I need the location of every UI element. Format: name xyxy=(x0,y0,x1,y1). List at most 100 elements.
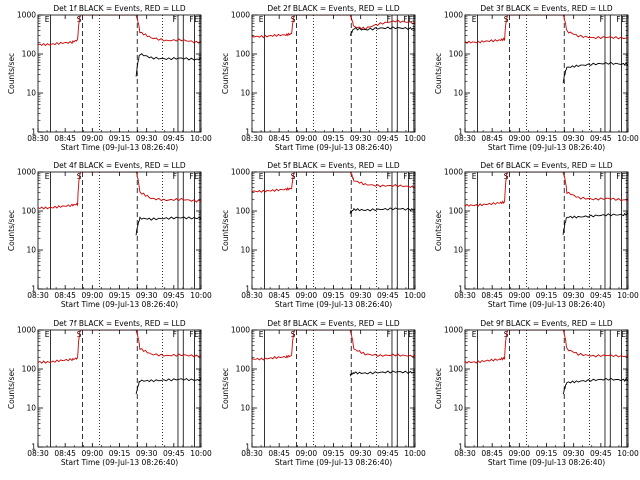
y-axis-label: Counts/sec xyxy=(7,368,16,409)
x-axis-label: Start Time (09-Jul-13 08:26:40) xyxy=(275,458,392,467)
marker-label: F xyxy=(616,15,620,24)
y-tick-label: 1 xyxy=(458,443,463,452)
x-tick-label: 09:45 xyxy=(163,134,185,143)
x-axis-label: Start Time (09-Jul-13 08:26:40) xyxy=(61,300,178,309)
marker-label: E xyxy=(472,15,477,24)
marker-label: E xyxy=(621,330,626,339)
y-axis-label: Counts/sec xyxy=(434,368,443,409)
marker-label: F xyxy=(403,330,407,339)
y-tick-label: 1000 xyxy=(17,326,36,335)
events-series-line xyxy=(349,207,415,214)
x-tick-label: 09:00 xyxy=(296,449,318,458)
marker-label: F xyxy=(173,172,177,181)
lld-series-line xyxy=(38,172,201,210)
marker-label: F xyxy=(189,15,193,24)
marker-label: E xyxy=(45,15,50,24)
events-series-line xyxy=(562,212,628,235)
plot-frame xyxy=(464,14,629,133)
events-series-line xyxy=(349,370,415,377)
x-axis-label: Start Time (09-Jul-13 08:26:40) xyxy=(275,300,392,309)
marker-label: E xyxy=(472,172,477,181)
panel-title: Det 3f BLACK = Events, RED = LLD xyxy=(480,4,613,13)
x-tick-label: 10:00 xyxy=(190,291,212,300)
x-axis-label: Start Time (09-Jul-13 08:26:40) xyxy=(488,143,605,152)
y-tick-label: 1000 xyxy=(444,168,463,177)
marker-label: E xyxy=(45,172,50,181)
x-tick-label: 08:45 xyxy=(54,134,76,143)
x-tick-label: 09:15 xyxy=(109,134,131,143)
y-tick-label: 100 xyxy=(449,50,464,59)
marker-label: E xyxy=(259,330,264,339)
y-tick-label: 1 xyxy=(245,128,250,137)
y-tick-label: 100 xyxy=(22,365,37,374)
x-tick-label: 08:30 xyxy=(27,291,49,300)
x-tick-label: 09:00 xyxy=(82,449,104,458)
x-tick-label: 09:15 xyxy=(536,449,558,458)
plot-frame xyxy=(37,14,202,133)
events-series-line xyxy=(135,377,201,395)
marker-label: E xyxy=(45,330,50,339)
marker-label: E xyxy=(408,330,413,339)
lld-series-line xyxy=(38,15,201,47)
x-tick-label: 09:30 xyxy=(563,134,585,143)
series-lines xyxy=(465,330,628,395)
x-tick-label: 08:45 xyxy=(54,449,76,458)
marker-label: F xyxy=(600,15,604,24)
y-tick-label: 1 xyxy=(31,128,36,137)
y-tick-label: 10 xyxy=(26,89,36,98)
y-tick-label: 10 xyxy=(26,404,36,413)
marker-label: F xyxy=(403,172,407,181)
marker-lines xyxy=(477,15,628,132)
plot-frame xyxy=(464,171,629,290)
series-lines xyxy=(252,330,415,377)
y-tick-label: 10 xyxy=(453,89,463,98)
y-tick-label: 1 xyxy=(31,285,36,294)
series-lines xyxy=(252,172,415,214)
x-tick-label: 09:30 xyxy=(563,291,585,300)
marker-label: E xyxy=(259,15,264,24)
events-series-line xyxy=(349,26,415,37)
y-tick-label: 10 xyxy=(240,89,250,98)
marker-label: E xyxy=(621,15,626,24)
x-tick-label: 08:30 xyxy=(454,291,476,300)
plot-frame xyxy=(464,329,629,448)
x-tick-label: 09:00 xyxy=(509,291,531,300)
y-axis-label: Counts/sec xyxy=(221,368,230,409)
x-tick-label: 09:15 xyxy=(536,134,558,143)
y-tick-label: 1 xyxy=(31,443,36,452)
y-tick-label: 100 xyxy=(236,207,251,216)
x-tick-label: 09:15 xyxy=(323,449,345,458)
y-tick-label: 1000 xyxy=(231,11,250,20)
x-tick-label: 09:30 xyxy=(136,291,158,300)
x-tick-label: 08:45 xyxy=(268,134,290,143)
y-axis-label: Counts/sec xyxy=(221,53,230,94)
y-tick-label: 100 xyxy=(22,207,37,216)
marker-label: F xyxy=(600,330,604,339)
x-tick-label: 08:30 xyxy=(241,291,263,300)
x-tick-label: 09:00 xyxy=(296,291,318,300)
x-tick-label: 08:30 xyxy=(27,134,49,143)
x-tick-label: 09:30 xyxy=(563,449,585,458)
y-tick-label: 10 xyxy=(453,404,463,413)
x-axis-label: Start Time (09-Jul-13 08:26:40) xyxy=(488,300,605,309)
marker-label: E xyxy=(194,15,199,24)
marker-label: E xyxy=(408,15,413,24)
marker-lines xyxy=(50,172,201,289)
marker-lines xyxy=(264,15,415,132)
y-tick-label: 100 xyxy=(22,50,37,59)
marker-lines xyxy=(50,330,201,447)
x-tick-label: 09:45 xyxy=(377,134,399,143)
x-tick-label: 09:00 xyxy=(82,134,104,143)
x-tick-label: 09:00 xyxy=(296,134,318,143)
marker-lines xyxy=(264,330,415,447)
y-tick-label: 1 xyxy=(245,285,250,294)
y-tick-label: 1000 xyxy=(444,326,463,335)
panel-title: Det 2f BLACK = Events, RED = LLD xyxy=(267,4,400,13)
events-series-line xyxy=(135,216,201,236)
y-axis-label: Counts/sec xyxy=(7,210,16,251)
